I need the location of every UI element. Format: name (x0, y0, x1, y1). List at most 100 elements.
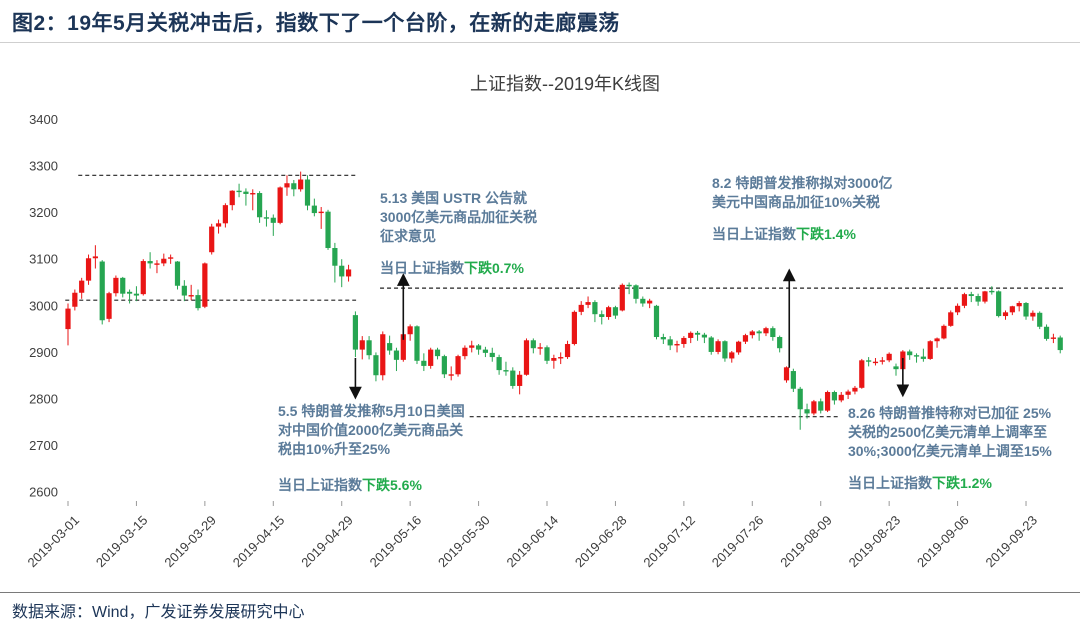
candle-body (674, 344, 680, 346)
candle-body (72, 292, 78, 307)
candle-body (736, 341, 742, 353)
candle-body (174, 261, 181, 286)
candle-body (188, 295, 194, 297)
y-axis-tick-label: 3000 (29, 298, 58, 313)
candle-body (209, 226, 215, 253)
x-axis-tick-label: 2019-06-14 (504, 513, 562, 571)
candle-body (243, 191, 249, 194)
candle-body (544, 347, 550, 361)
candle-body (229, 190, 235, 206)
candle-body (503, 370, 509, 372)
candle-body (140, 261, 146, 295)
y-axis-tick-label: 2700 (29, 438, 58, 453)
y-axis-tick-label: 3300 (29, 159, 58, 174)
annotation-text: 对中国价值2000亿美元商品关 (278, 422, 464, 438)
candle-body (886, 353, 892, 361)
candle-body (448, 374, 454, 376)
candle-body (92, 256, 98, 259)
annotation-text: 8.26 特朗普推特称对已加征 25% (848, 405, 1052, 421)
candle-body (250, 193, 256, 195)
candle-body (756, 331, 762, 334)
candle-body (400, 334, 406, 360)
title-divider (0, 42, 1080, 43)
candle-body (222, 205, 228, 224)
candle-body (318, 211, 324, 214)
annotation-text: 3000亿美元商品加征关税 (380, 209, 538, 225)
candle-body (1050, 337, 1056, 339)
candle-body (380, 334, 386, 376)
data-source: 数据来源：Wind，广发证券发展研究中心 (12, 604, 305, 621)
candle-body (373, 355, 379, 376)
candle-body (708, 337, 714, 352)
candle-body (475, 345, 482, 350)
candle-body (558, 357, 564, 359)
annotation-text: 5.13 美国 USTR 公告就 (380, 190, 528, 206)
candle-body (688, 332, 694, 338)
candle-body (510, 370, 516, 386)
candle-body (913, 355, 920, 357)
candle-body (989, 290, 995, 293)
candle-body (99, 261, 105, 321)
candle-body (277, 187, 283, 223)
candle-body (961, 294, 968, 306)
chart-title: 上证指数--2019年K线图 (469, 74, 661, 94)
candle-body (257, 193, 263, 218)
candle-body (790, 371, 796, 389)
candle-body (866, 360, 872, 362)
candle-body (284, 183, 290, 188)
candle-body (168, 257, 174, 259)
candle-body (859, 360, 865, 388)
candle-body (352, 315, 359, 350)
candle-body (455, 356, 461, 375)
candle-body (770, 328, 776, 338)
candle-body (215, 223, 222, 227)
x-axis-tick-label: 2019-05-16 (367, 513, 425, 571)
x-axis-tick-label: 2019-04-15 (230, 513, 288, 571)
candle-body (236, 190, 242, 193)
candle-body (195, 295, 201, 309)
candle-body (79, 280, 85, 293)
candle-body (106, 293, 112, 319)
candle-body (113, 277, 119, 294)
candle-body (1023, 303, 1029, 317)
candle-body (1002, 312, 1009, 317)
candle-body (65, 308, 71, 330)
x-axis-tick-label: 2019-07-12 (640, 513, 698, 571)
candle-body (345, 269, 352, 277)
annotation-text: 8.2 特朗普发推称拟对3000亿 (712, 175, 893, 191)
candle-body (948, 312, 954, 326)
x-axis-tick-label: 2019-07-26 (709, 513, 767, 571)
candle-body (181, 285, 187, 296)
candle-body (489, 352, 495, 358)
candle-body (729, 352, 735, 359)
candle-body (647, 300, 653, 304)
candle-body (879, 360, 885, 362)
candle-body (359, 340, 365, 350)
candle-body (783, 367, 790, 381)
candle-body (154, 263, 160, 265)
x-axis-tick-label: 2019-06-28 (572, 513, 630, 571)
annotation-5-13: 5.13 美国 USTR 公告就 3000亿美元商品加征关税 征求意见 当日上证… (380, 189, 537, 278)
x-axis-tick-label: 2019-05-30 (435, 513, 493, 571)
candle-body (968, 294, 974, 297)
candle-body (982, 291, 988, 302)
candle-body (469, 345, 475, 348)
candle-body (954, 305, 961, 313)
candle-body (462, 347, 468, 357)
figure-title: 图2：19年5月关税冲击后，指数下了一个台阶，在新的走廊震荡 (12, 12, 620, 35)
candle-body (421, 360, 427, 366)
candle-body (872, 361, 879, 364)
candle-body (592, 302, 598, 315)
candle-body (339, 265, 345, 277)
candle-body (893, 366, 899, 370)
annotation-text: 税由10%升至25% (278, 441, 391, 457)
annotation-impact-label: 当日上证指数 (380, 260, 464, 276)
annotation-drop-value: 下跌1.4% (796, 226, 856, 242)
candle-body (975, 296, 981, 302)
candle-body (387, 343, 393, 351)
candle-body (133, 293, 140, 296)
candle-body (571, 311, 577, 345)
candle-body (927, 341, 933, 359)
